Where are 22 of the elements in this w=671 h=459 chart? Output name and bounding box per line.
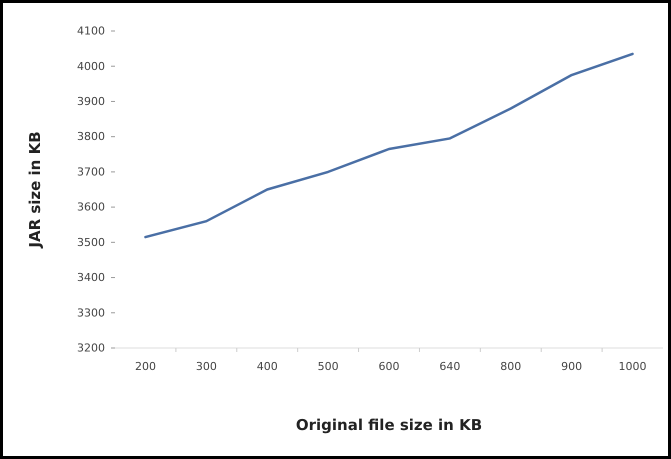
x-tick-label: 800	[500, 360, 522, 373]
y-tick-label: 4000	[77, 60, 105, 73]
x-tick-label: 900	[561, 360, 582, 373]
y-tick-label: 3500	[77, 236, 105, 249]
x-tick-label: 300	[196, 360, 217, 373]
x-tick-label: 400	[256, 360, 278, 373]
y-tick-label: 3400	[77, 271, 105, 284]
y-tick-label: 3200	[77, 342, 105, 355]
line-series	[144, 52, 634, 238]
y-tick-label: 3600	[77, 200, 105, 214]
x-tick-label: 600	[378, 360, 400, 373]
x-tick-label: 500	[318, 360, 339, 373]
y-tick-label: 3700	[77, 165, 105, 178]
x-tick-label: 200	[134, 360, 156, 373]
y-tick-label: 3900	[77, 94, 105, 108]
y-tick-label: 3300	[77, 306, 105, 320]
y-tick-label: 4100	[77, 24, 105, 38]
x-axis-title: Original file size in KB	[296, 416, 482, 434]
x-tick-label: 1000	[618, 360, 647, 373]
x-tick-label: 640	[439, 360, 460, 373]
y-axis-title: JAR size in KB	[26, 131, 44, 249]
y-tick-label: 3800	[77, 130, 105, 144]
